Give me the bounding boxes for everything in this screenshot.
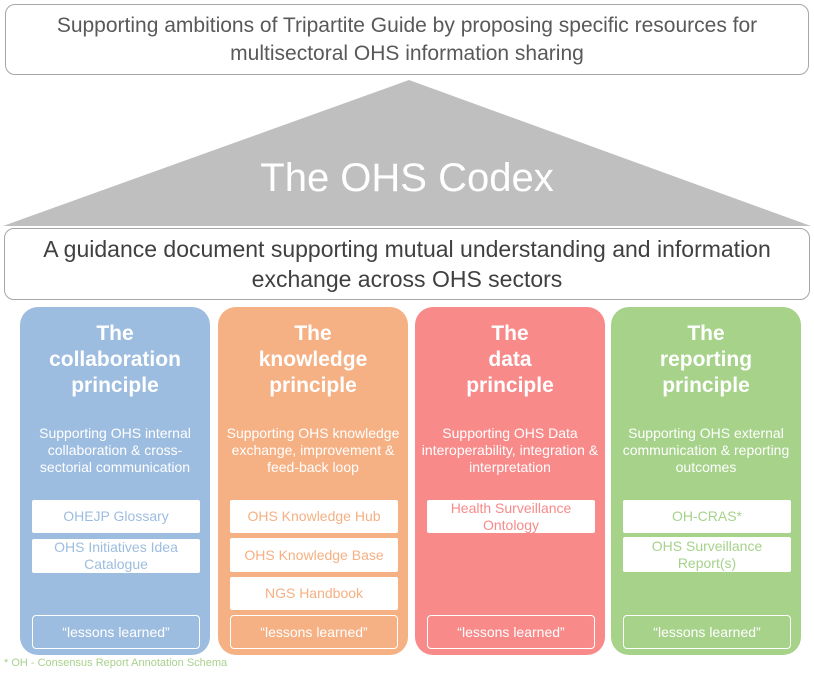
pillar-reporting: The reporting principle Supporting OHS e…: [611, 307, 801, 655]
pillar-title-line: data: [488, 348, 532, 371]
pillar-title-line: The: [294, 322, 332, 345]
pillar-title-line: collaboration: [49, 348, 181, 371]
top-ambition-text: Supporting ambitions of Tripartite Guide…: [56, 13, 758, 65]
resource-knowledge-hub[interactable]: OHS Knowledge Hub: [230, 500, 398, 533]
lessons-learned-button[interactable]: “lessons learned”: [623, 615, 791, 649]
pillar-title-line: principle: [71, 374, 159, 397]
pillar-description: Supporting OHS Data interoperability, in…: [421, 425, 599, 475]
pillar-title: The knowledge principle: [218, 321, 408, 399]
pillar-title-line: principle: [466, 374, 554, 397]
resource-surveillance-report[interactable]: OHS Surveillance Report(s): [623, 537, 791, 572]
resource-idea-catalogue[interactable]: OHS Initiatives Idea Catalogue: [32, 539, 200, 573]
pillar-title-line: principle: [269, 374, 357, 397]
pillar-title-line: reporting: [659, 348, 753, 371]
codex-roof: [3, 80, 811, 226]
resource-oh-cras[interactable]: OH-CRAS*: [623, 500, 791, 533]
resource-ngs-handbook[interactable]: NGS Handbook: [230, 577, 398, 610]
pillar-title-line: The: [687, 322, 725, 345]
pillar-title: The collaboration principle: [20, 321, 210, 399]
pillar-title-line: The: [491, 322, 529, 345]
lessons-learned-button[interactable]: “lessons learned”: [32, 615, 200, 649]
resource-health-surveillance-ontology[interactable]: Health Surveillance Ontology: [427, 500, 595, 533]
footnote: * OH - Consensus Report Annotation Schem…: [4, 657, 228, 669]
top-ambition-box: Supporting ambitions of Tripartite Guide…: [5, 4, 809, 75]
pillar-title: The reporting principle: [611, 321, 801, 399]
pillar-title-line: The: [96, 322, 134, 345]
resource-ohejp-glossary[interactable]: OHEJP Glossary: [32, 500, 200, 533]
codex-title: The OHS Codex: [260, 156, 554, 200]
pillar-knowledge: The knowledge principle Supporting OHS k…: [218, 307, 408, 655]
guidance-text: A guidance document supporting mutual un…: [43, 236, 771, 292]
pillar-title-line: knowledge: [258, 348, 368, 371]
pillar-collaboration: The collaboration principle Supporting O…: [20, 307, 210, 655]
pillar-title-line: principle: [662, 374, 750, 397]
lessons-learned-button[interactable]: “lessons learned”: [230, 615, 398, 649]
pillar-title: The data principle: [415, 321, 605, 399]
lessons-learned-button[interactable]: “lessons learned”: [427, 615, 595, 649]
pillar-description: Supporting OHS internal collaboration & …: [39, 425, 191, 475]
guidance-box: A guidance document supporting mutual un…: [4, 228, 810, 300]
pillar-description: Supporting OHS external communication & …: [622, 425, 790, 475]
pillar-data: The data principle Supporting OHS Data i…: [415, 307, 605, 655]
resource-knowledge-base[interactable]: OHS Knowledge Base: [230, 538, 398, 572]
pillar-description: Supporting OHS knowledge exchange, impro…: [226, 425, 400, 475]
